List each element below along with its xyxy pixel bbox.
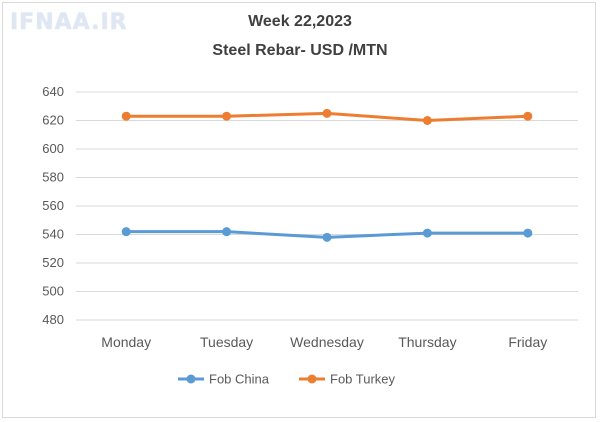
data-point-fob-china xyxy=(121,227,131,237)
y-tick-label: 540 xyxy=(42,227,64,242)
legend-marker-fob-turkey xyxy=(307,374,317,384)
legend-label-fob-china: Fob China xyxy=(209,372,270,387)
y-tick-label: 520 xyxy=(42,255,64,270)
gridlines xyxy=(76,91,578,321)
y-tick-label: 480 xyxy=(42,312,64,327)
series-lines xyxy=(121,108,533,242)
legend-marker-fob-china xyxy=(186,374,196,384)
y-tick-label: 580 xyxy=(42,170,64,185)
y-tick-label: 640 xyxy=(42,84,64,99)
y-tick-label: 560 xyxy=(42,198,64,213)
x-tick-label: Tuesday xyxy=(200,334,253,350)
data-point-fob-china xyxy=(322,232,332,242)
x-tick-label: Monday xyxy=(101,334,151,350)
watermark-logo: IFNAA.IR xyxy=(10,10,128,35)
data-point-fob-turkey xyxy=(422,116,432,125)
data-point-fob-china xyxy=(523,228,533,238)
x-axis-ticks: Monday Tuesday Wednesday Thursday Friday xyxy=(101,334,547,350)
legend: Fob China Fob Turkey xyxy=(178,372,396,387)
y-tick-label: 500 xyxy=(42,284,64,299)
chart-frame xyxy=(2,2,596,418)
data-point-fob-turkey xyxy=(322,108,332,118)
data-point-fob-china xyxy=(222,227,232,237)
legend-label-fob-turkey: Fob Turkey xyxy=(330,372,396,387)
y-tick-label: 600 xyxy=(42,141,64,156)
data-point-fob-turkey xyxy=(523,111,533,121)
data-point-fob-turkey xyxy=(222,111,232,121)
x-tick-label: Thursday xyxy=(398,334,456,350)
chart-subtitle: Steel Rebar- USD /MTN xyxy=(212,42,388,59)
data-point-fob-turkey xyxy=(121,111,131,121)
x-tick-label: Wednesday xyxy=(290,334,364,350)
y-tick-label: 620 xyxy=(42,113,64,128)
y-axis-ticks: 480 500 520 540 560 580 600 620 640 xyxy=(42,84,64,327)
data-point-fob-china xyxy=(422,228,432,238)
x-tick-label: Friday xyxy=(508,334,547,350)
chart-title: Week 22,2023 xyxy=(248,13,352,30)
